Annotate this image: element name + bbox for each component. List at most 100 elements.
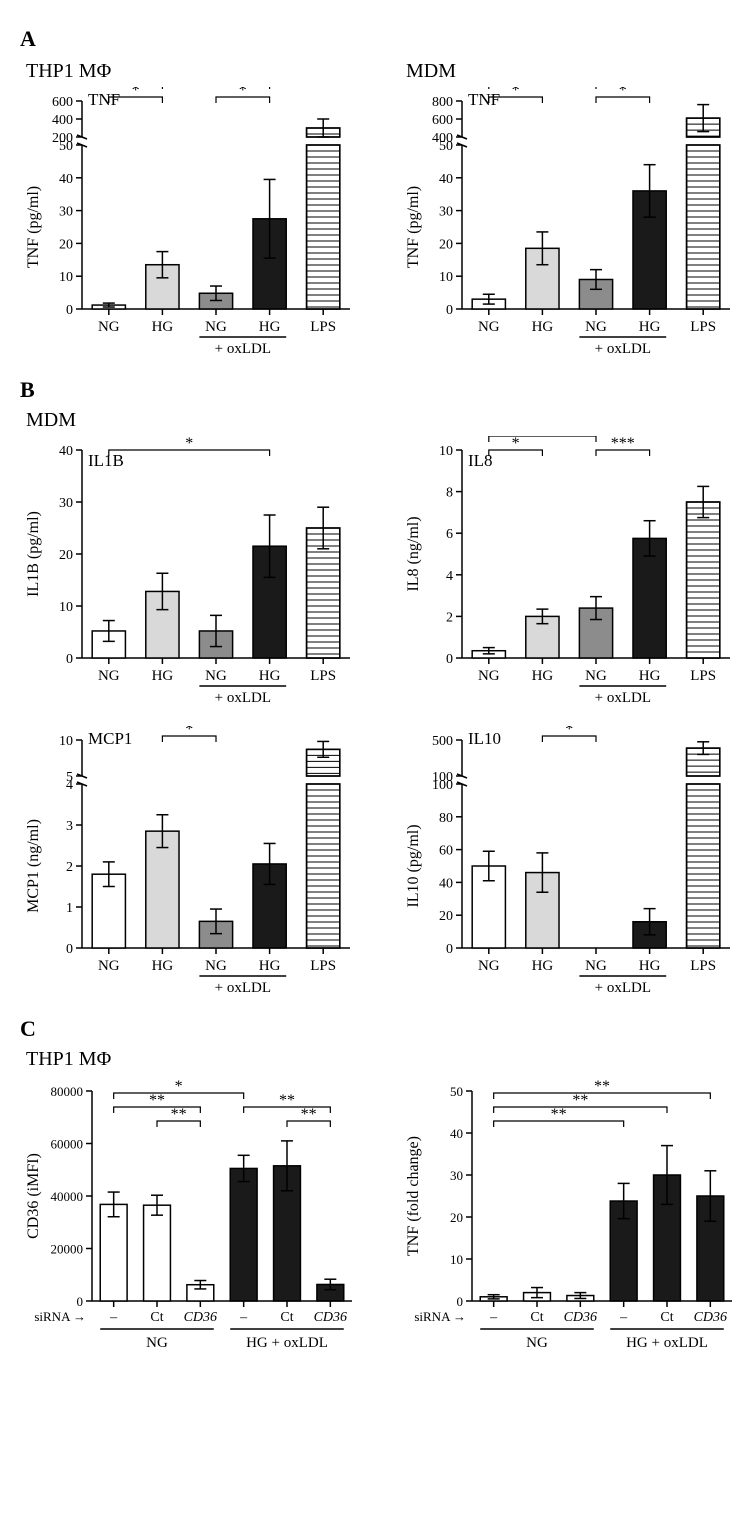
svg-text:LPS: LPS bbox=[310, 319, 336, 335]
svg-text:NG: NG bbox=[205, 958, 227, 974]
svg-text:siRNA →: siRNA → bbox=[414, 1309, 466, 1324]
svg-text:**: ** bbox=[279, 1092, 295, 1109]
svg-text:IL1B: IL1B bbox=[88, 451, 124, 470]
svg-text:600: 600 bbox=[432, 113, 453, 128]
panel-c-row: 020000400006000080000CD36 (iMFI)–CtCD36–… bbox=[20, 1075, 734, 1375]
panel-c-title: THP1 MΦ bbox=[26, 1048, 734, 1071]
svg-text:60000: 60000 bbox=[51, 1137, 84, 1152]
svg-text:3: 3 bbox=[66, 819, 73, 834]
svg-text:**: ** bbox=[171, 1106, 187, 1123]
svg-text:20: 20 bbox=[450, 1210, 463, 1225]
svg-text:MCP1: MCP1 bbox=[88, 729, 132, 748]
svg-text:NG: NG bbox=[98, 668, 120, 684]
chart-il8: 0246810IL8 (ng/ml)IL8NGHGNGHGLPS+ oxLDL*… bbox=[400, 436, 740, 716]
svg-text:+ oxLDL: + oxLDL bbox=[595, 690, 651, 706]
svg-text:*: * bbox=[175, 1078, 183, 1095]
svg-text:NG: NG bbox=[585, 958, 607, 974]
svg-text:TNF: TNF bbox=[468, 90, 500, 109]
svg-text:0: 0 bbox=[457, 1294, 464, 1309]
svg-text:NG: NG bbox=[98, 319, 120, 335]
svg-text:IL10 (pg/ml): IL10 (pg/ml) bbox=[405, 824, 422, 907]
svg-text:**: ** bbox=[572, 1092, 588, 1109]
svg-text:+ oxLDL: + oxLDL bbox=[215, 690, 271, 706]
svg-text:*: * bbox=[512, 87, 520, 99]
svg-text:0: 0 bbox=[77, 1294, 84, 1309]
svg-text:*: * bbox=[512, 436, 520, 452]
svg-text:30: 30 bbox=[59, 496, 73, 511]
svg-text:60: 60 bbox=[439, 844, 453, 859]
svg-text:20: 20 bbox=[59, 237, 73, 252]
svg-text:+ oxLDL: + oxLDL bbox=[595, 980, 651, 996]
svg-text:**: ** bbox=[301, 1106, 317, 1123]
svg-text:200: 200 bbox=[52, 131, 73, 146]
svg-text:siRNA →: siRNA → bbox=[34, 1309, 86, 1324]
svg-text:**: ** bbox=[594, 1078, 610, 1095]
svg-text:NG: NG bbox=[478, 319, 500, 335]
panel-b-title: MDM bbox=[26, 409, 734, 432]
svg-text:IL10: IL10 bbox=[468, 729, 501, 748]
svg-text:HG: HG bbox=[259, 958, 281, 974]
svg-text:600: 600 bbox=[52, 95, 73, 110]
svg-text:Ct: Ct bbox=[150, 1310, 163, 1325]
svg-text:HG: HG bbox=[639, 958, 661, 974]
svg-text:100: 100 bbox=[432, 770, 453, 785]
svg-text:40: 40 bbox=[59, 444, 73, 459]
svg-text:Ct: Ct bbox=[530, 1310, 543, 1325]
svg-text:IL8 (ng/ml): IL8 (ng/ml) bbox=[405, 516, 422, 591]
svg-text:40: 40 bbox=[59, 172, 73, 187]
svg-text:HG: HG bbox=[152, 668, 174, 684]
svg-text:HG: HG bbox=[639, 319, 661, 335]
svg-text:20000: 20000 bbox=[51, 1242, 84, 1257]
svg-text:Ct: Ct bbox=[660, 1310, 673, 1325]
svg-text:20: 20 bbox=[59, 548, 73, 563]
svg-text:400: 400 bbox=[432, 131, 453, 146]
svg-text:HG: HG bbox=[152, 319, 174, 335]
panel-a-right-title: MDM bbox=[406, 60, 740, 83]
svg-text:+ oxLDL: + oxLDL bbox=[215, 341, 271, 357]
svg-text:500: 500 bbox=[432, 734, 453, 749]
svg-text:+ oxLDL: + oxLDL bbox=[215, 980, 271, 996]
svg-text:CD36: CD36 bbox=[694, 1310, 727, 1325]
svg-text:NG: NG bbox=[585, 668, 607, 684]
panel-a-left-title: THP1 MΦ bbox=[26, 60, 360, 83]
chart-cd36: 020000400006000080000CD36 (iMFI)–CtCD36–… bbox=[20, 1075, 360, 1375]
svg-text:6: 6 bbox=[446, 527, 453, 542]
svg-text:*: * bbox=[185, 726, 193, 738]
svg-text:HG: HG bbox=[532, 319, 554, 335]
svg-text:2: 2 bbox=[446, 610, 453, 625]
svg-text:5: 5 bbox=[66, 770, 73, 785]
svg-text:CD36: CD36 bbox=[564, 1310, 597, 1325]
svg-text:*: * bbox=[239, 87, 247, 99]
svg-text:80000: 80000 bbox=[51, 1084, 84, 1099]
panel-letter-a: A bbox=[20, 26, 734, 52]
figure-root: A THP1 MΦ 01020304050200400600TNF (pg/ml… bbox=[0, 0, 754, 1415]
svg-text:NG: NG bbox=[98, 958, 120, 974]
svg-text:HG: HG bbox=[152, 958, 174, 974]
svg-text:NG: NG bbox=[205, 668, 227, 684]
svg-text:0: 0 bbox=[66, 942, 73, 957]
svg-text:+ oxLDL: + oxLDL bbox=[595, 341, 651, 357]
svg-text:0: 0 bbox=[66, 652, 73, 667]
panel-b-row1: 010203040IL1B (pg/ml)IL1BNGHGNGHGLPS+ ox… bbox=[20, 436, 734, 716]
svg-text:10: 10 bbox=[439, 444, 453, 459]
svg-text:TNF (pg/ml): TNF (pg/ml) bbox=[405, 186, 422, 268]
svg-text:–: – bbox=[489, 1310, 498, 1325]
chart-il10: 020406080100100500IL10 (pg/ml)IL10NGHGNG… bbox=[400, 726, 740, 1006]
svg-text:80: 80 bbox=[439, 811, 453, 826]
svg-text:20: 20 bbox=[439, 909, 453, 924]
svg-text:–: – bbox=[109, 1310, 118, 1325]
panel-a-row: THP1 MΦ 01020304050200400600TNF (pg/ml)T… bbox=[20, 58, 734, 367]
chart-tnf-thp1: 01020304050200400600TNF (pg/ml)TNFNGHGNG… bbox=[20, 87, 360, 367]
svg-text:TNF: TNF bbox=[88, 90, 120, 109]
svg-text:TNF (pg/ml): TNF (pg/ml) bbox=[25, 186, 42, 268]
chart-mcp1: 01234510MCP1 (ng/ml)MCP1NGHGNGHGLPS+ oxL… bbox=[20, 726, 360, 1006]
svg-text:HG: HG bbox=[532, 668, 554, 684]
panel-letter-c: C bbox=[20, 1016, 734, 1042]
svg-text:*: * bbox=[619, 87, 627, 99]
svg-text:1: 1 bbox=[66, 901, 73, 916]
svg-text:40: 40 bbox=[439, 876, 453, 891]
panel-letter-b: B bbox=[20, 377, 734, 403]
chart-tnf-mdm: 01020304050400600800TNF (pg/ml)TNFNGHGNG… bbox=[400, 87, 740, 367]
svg-text:30: 30 bbox=[439, 205, 453, 220]
svg-text:10: 10 bbox=[59, 600, 73, 615]
